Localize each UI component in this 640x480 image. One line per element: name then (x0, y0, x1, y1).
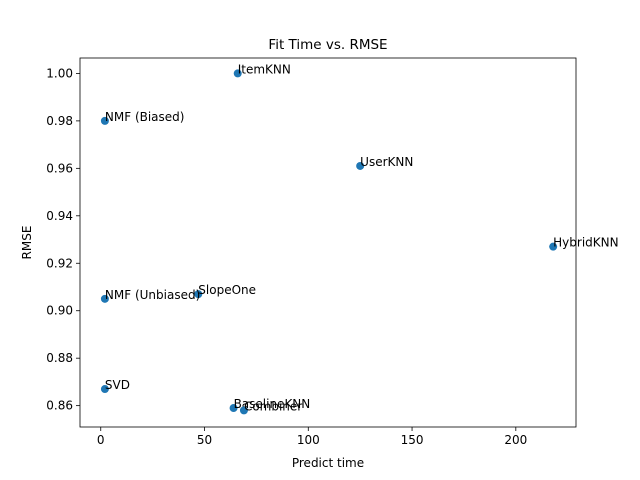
point-label: SlopeOne (198, 283, 256, 297)
y-tick-label: 0.90 (46, 304, 73, 318)
data-point (233, 69, 242, 78)
point-label: BaselineKNN (234, 397, 311, 411)
y-tick-label: 0.86 (46, 399, 73, 413)
data-point (194, 290, 203, 299)
y-tick-label: 1.00 (46, 66, 73, 80)
y-tick-label: 0.96 (46, 161, 73, 175)
data-point (100, 294, 109, 303)
y-axis-label: RMSE (20, 226, 34, 260)
data-point (100, 116, 109, 125)
x-tick-label: 150 (401, 433, 424, 447)
x-tick-label: 200 (504, 433, 527, 447)
point-label: SVD (105, 378, 130, 392)
point-label: ItemKNN (238, 62, 291, 76)
x-tick-label: 0 (97, 433, 105, 447)
x-axis: 0 50 100 150 200 (97, 427, 527, 447)
data-point (549, 242, 558, 251)
y-tick-label: 0.94 (46, 209, 73, 223)
data-point (356, 161, 365, 170)
point-label: NMF (Unbiased) (105, 288, 200, 302)
point-label: NMF (Biased) (105, 110, 185, 124)
x-tick-label: 100 (297, 433, 320, 447)
data-point (229, 404, 238, 413)
y-tick-label: 0.98 (46, 114, 73, 128)
data-point (100, 385, 109, 394)
point-label: Combiner (244, 399, 302, 413)
y-tick-label: 0.92 (46, 256, 73, 270)
chart-title: Fit Time vs. RMSE (268, 37, 387, 53)
point-label: HybridKNN (553, 236, 618, 250)
data-points: ItemKNN NMF (Biased) UserKNN HybridKNN Slope… (100, 62, 619, 415)
point-label: UserKNN (360, 155, 413, 169)
x-axis-label: Predict time (292, 456, 364, 470)
y-axis: 0.86 0.88 0.90 0.92 0.94 0.96 0.98 1.00 (46, 66, 80, 413)
data-point (239, 406, 248, 415)
x-tick-label: 50 (197, 433, 212, 447)
plot-frame (79, 57, 577, 428)
y-tick-label: 0.88 (46, 351, 73, 365)
